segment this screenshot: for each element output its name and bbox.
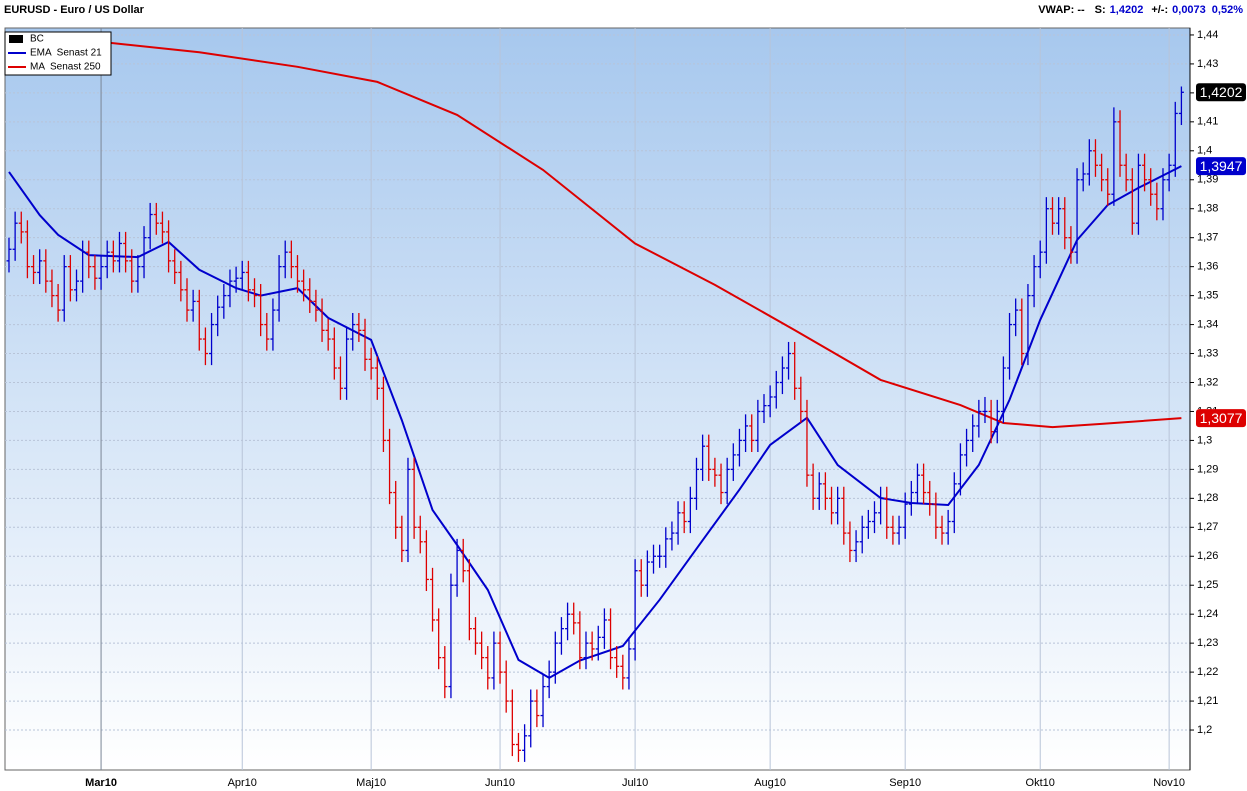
y-tick-label: 1,32 bbox=[1197, 376, 1218, 388]
y-tick-label: 1,41 bbox=[1197, 116, 1218, 128]
y-tick-label: 1,24 bbox=[1197, 608, 1218, 620]
x-tick-label: Apr10 bbox=[228, 777, 257, 789]
y-tick-label: 1,35 bbox=[1197, 290, 1218, 302]
y-tick-label: 1,36 bbox=[1197, 261, 1218, 273]
change-label: +/-: bbox=[1151, 4, 1168, 16]
legend-swatch bbox=[9, 35, 23, 43]
y-tick-label: 1,39 bbox=[1197, 174, 1218, 186]
y-tick-label: 1,27 bbox=[1197, 521, 1218, 533]
y-tick-label: 1,23 bbox=[1197, 637, 1218, 649]
plot-area bbox=[4, 27, 1191, 771]
s-label: S: bbox=[1095, 4, 1106, 16]
change-pct: 0,52% bbox=[1212, 4, 1243, 16]
x-tick-label: Mar10 bbox=[85, 777, 117, 789]
x-tick-label: Jun10 bbox=[485, 777, 515, 789]
x-tick-label: Sep10 bbox=[889, 777, 921, 789]
change-value: 0,0073 bbox=[1172, 4, 1206, 16]
y-tick-label: 1,22 bbox=[1197, 666, 1218, 678]
legend-label: BC bbox=[30, 34, 44, 45]
x-tick-label: Maj10 bbox=[356, 777, 386, 789]
x-tick-label: Jul10 bbox=[622, 777, 648, 789]
last-value-box bbox=[1196, 409, 1246, 428]
grid bbox=[5, 28, 1190, 770]
chart-title: EURUSD - Euro / US Dollar bbox=[4, 4, 145, 16]
legend: BC EMA Senast 21 MA Senast 250 bbox=[4, 31, 112, 76]
legend-label: MA Senast 250 bbox=[30, 62, 101, 73]
last-value-box bbox=[1196, 157, 1246, 176]
x-tick-label: Okt10 bbox=[1026, 777, 1055, 789]
y-tick-label: 1,44 bbox=[1197, 29, 1218, 41]
header-info: VWAP: -- S: 1,4202 +/-: 0,0073 0,52% bbox=[1038, 4, 1243, 16]
y-tick-label: 1,3 bbox=[1197, 434, 1212, 446]
line-series bbox=[8, 36, 1182, 429]
last-value-label: 1,3077 bbox=[1200, 410, 1243, 426]
last-value-label: 1,4202 bbox=[1200, 84, 1243, 100]
y-tick-label: 1,33 bbox=[1197, 347, 1218, 359]
y-tick-label: 1,21 bbox=[1197, 695, 1218, 707]
y-tick-label: 1,4 bbox=[1197, 145, 1212, 157]
s-value: 1,4202 bbox=[1110, 4, 1144, 16]
legend-label: EMA Senast 21 bbox=[30, 48, 102, 59]
x-tick-label: Nov10 bbox=[1153, 777, 1185, 789]
y-tick-label: 1,38 bbox=[1197, 203, 1218, 215]
marks bbox=[6, 36, 1184, 762]
y-tick-label: 1,2 bbox=[1197, 724, 1212, 736]
y-tick-label: 1,26 bbox=[1197, 550, 1218, 562]
y-tick-label: 1,25 bbox=[1197, 579, 1218, 591]
vwap: VWAP: -- bbox=[1038, 4, 1085, 16]
y-tick-label: 1,29 bbox=[1197, 463, 1218, 475]
y-tick-label: 1,37 bbox=[1197, 232, 1218, 244]
axis: 1,2 1,21 1,22 1,23 1,24 1,25 1,26 1,27 1,28 1,29 1… bbox=[85, 28, 1246, 789]
x-tick-label: Aug10 bbox=[754, 777, 786, 789]
last-value-box bbox=[1196, 83, 1246, 102]
y-tick-label: 1,28 bbox=[1197, 492, 1218, 504]
last-value-label: 1,3947 bbox=[1200, 158, 1243, 174]
y-tick-label: 1,34 bbox=[1197, 318, 1218, 330]
line-series bbox=[8, 165, 1182, 680]
y-tick-label: 1,43 bbox=[1197, 58, 1218, 70]
